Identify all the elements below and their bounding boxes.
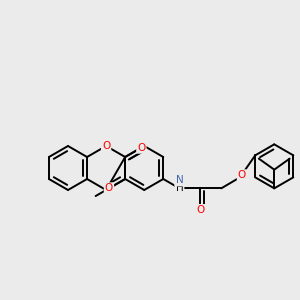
Text: O: O bbox=[105, 183, 113, 193]
Text: N: N bbox=[176, 175, 183, 185]
Text: O: O bbox=[102, 141, 110, 151]
Text: H: H bbox=[176, 183, 183, 193]
Text: O: O bbox=[238, 170, 246, 180]
Text: O: O bbox=[137, 143, 146, 153]
Text: O: O bbox=[196, 205, 205, 215]
